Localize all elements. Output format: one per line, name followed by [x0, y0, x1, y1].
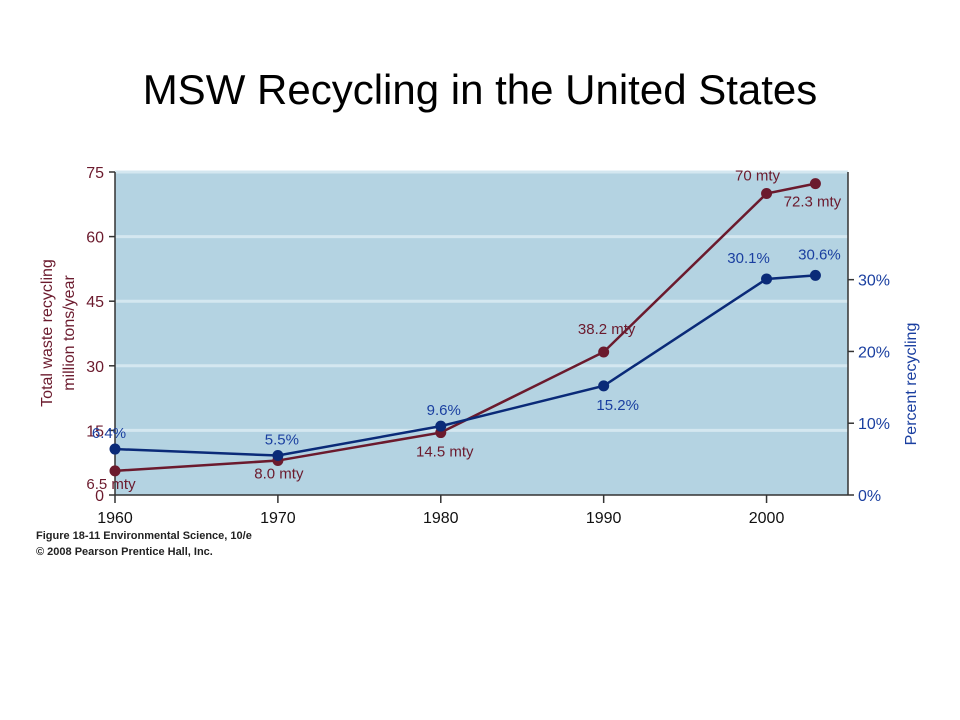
x-tick-label: 1960 — [97, 510, 133, 527]
y-right-axis-title: Percent recycling — [903, 323, 920, 446]
tonnage-line — [114, 182, 816, 473]
y-left-tick-label: 15 — [86, 423, 104, 440]
data-labels: 6.5 mty 8.0 mty 14.5 mty 38.2 mty 70 mty72.3… — [86, 168, 841, 493]
tonnage-data-label: 14.5 mty — [416, 444, 474, 461]
percent-data-label: 15.2% — [596, 397, 639, 414]
y-left-tick-label: 75 — [86, 165, 104, 182]
percent-point — [809, 269, 821, 281]
slide-title: MSW Recycling in the United States — [142, 66, 818, 113]
plot-background — [115, 172, 848, 495]
y-left-axis-title: Total waste recycling — [39, 259, 56, 407]
percent-point — [109, 443, 121, 455]
tonnage-data-label: 70 mty — [735, 168, 781, 185]
percent-point — [761, 273, 773, 285]
figure-caption: Figure 18-11 Environmental Science, 10/e — [36, 530, 252, 542]
y-left-axis-subtitle: million tons/year — [61, 275, 78, 391]
axes: 0 15 30 45 60 75 1960 1970 1980 1990 2000 0% 10% 20% 3… — [39, 165, 920, 527]
tonnage-data-label: 6.5 mty — [86, 476, 136, 493]
percent-line — [114, 274, 816, 457]
tonnage-point — [761, 188, 773, 200]
x-tick-label: 2000 — [749, 510, 785, 527]
percent-point — [435, 420, 447, 432]
percent-point — [598, 380, 610, 392]
y-left-tick-label: 30 — [86, 359, 104, 376]
grid-lines — [115, 170, 848, 432]
percent-data-label: 5.5% — [265, 432, 299, 449]
series — [109, 178, 821, 477]
y-right-tick-label: 0% — [858, 488, 881, 505]
x-tick-label: 1990 — [586, 510, 622, 527]
percent-data-label: 6.4% — [92, 425, 126, 442]
copyright-caption: © 2008 Pearson Prentice Hall, Inc. — [36, 546, 213, 558]
y-left-tick-label: 60 — [86, 230, 104, 247]
tonnage-point — [109, 465, 121, 477]
x-tick-label: 1970 — [260, 510, 296, 527]
y-left-tick-label: 0 — [95, 488, 104, 505]
percent-point — [272, 450, 284, 462]
x-tick-label: 1980 — [423, 510, 459, 527]
percent-data-label: 30.6% — [798, 246, 841, 263]
tonnage-data-label: 72.3 mty — [784, 194, 842, 211]
y-left-tick-label: 45 — [86, 294, 104, 311]
tonnage-data-label: 8.0 mty — [254, 466, 304, 483]
tonnage-point — [598, 346, 610, 358]
percent-data-label: 30.1% — [727, 250, 770, 267]
y-right-tick-label: 10% — [858, 416, 890, 433]
percent-data-label: 9.6% — [427, 402, 461, 419]
tonnage-data-label: 38.2 mty — [578, 321, 636, 338]
y-right-tick-label: 30% — [858, 273, 890, 290]
tonnage-point — [809, 178, 821, 190]
y-right-tick-label: 20% — [858, 344, 890, 361]
